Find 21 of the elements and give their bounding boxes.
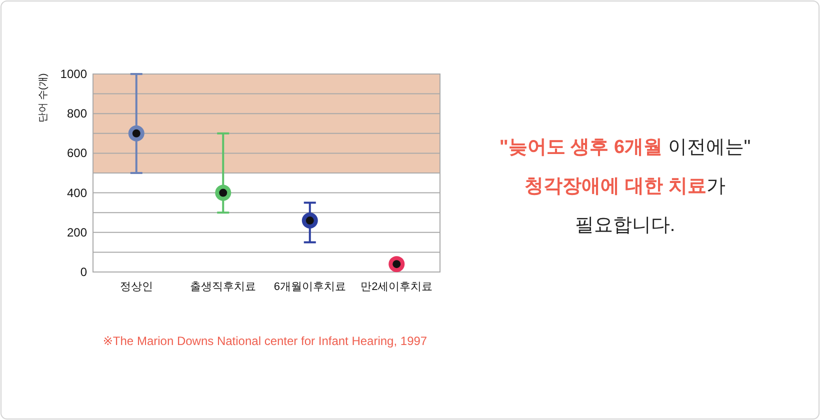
y-tick-label: 0 bbox=[80, 265, 88, 279]
x-tick-label: 만2세이후치료 bbox=[360, 281, 433, 293]
text: 이전에는" bbox=[662, 137, 751, 158]
x-tick-label: 6개월이후치료 bbox=[274, 281, 346, 293]
x-tick-label: 정상인 bbox=[120, 281, 153, 293]
point bbox=[128, 125, 144, 142]
text: "늦어도 생후 6개월 bbox=[499, 137, 663, 158]
y-tick-label: 600 bbox=[66, 146, 88, 160]
point bbox=[215, 184, 232, 201]
point bbox=[388, 256, 405, 272]
text: 가 bbox=[706, 176, 726, 197]
y-tick-label: 400 bbox=[66, 186, 88, 200]
y-tick-label: 800 bbox=[66, 106, 88, 121]
text: 청각장애에 대한 치료 bbox=[524, 176, 706, 197]
y-tick-label: 1000 bbox=[60, 67, 88, 81]
point bbox=[302, 212, 318, 229]
y-axis-title: 단어 수(개) bbox=[38, 73, 49, 123]
x-tick-label: 출생직후치료 bbox=[190, 281, 256, 293]
y-tick-label: 200 bbox=[66, 225, 88, 240]
text: 필요합니다. bbox=[574, 215, 676, 236]
text: ※The Marion Downs National center for Infant Hearing, 1997 bbox=[102, 334, 428, 348]
